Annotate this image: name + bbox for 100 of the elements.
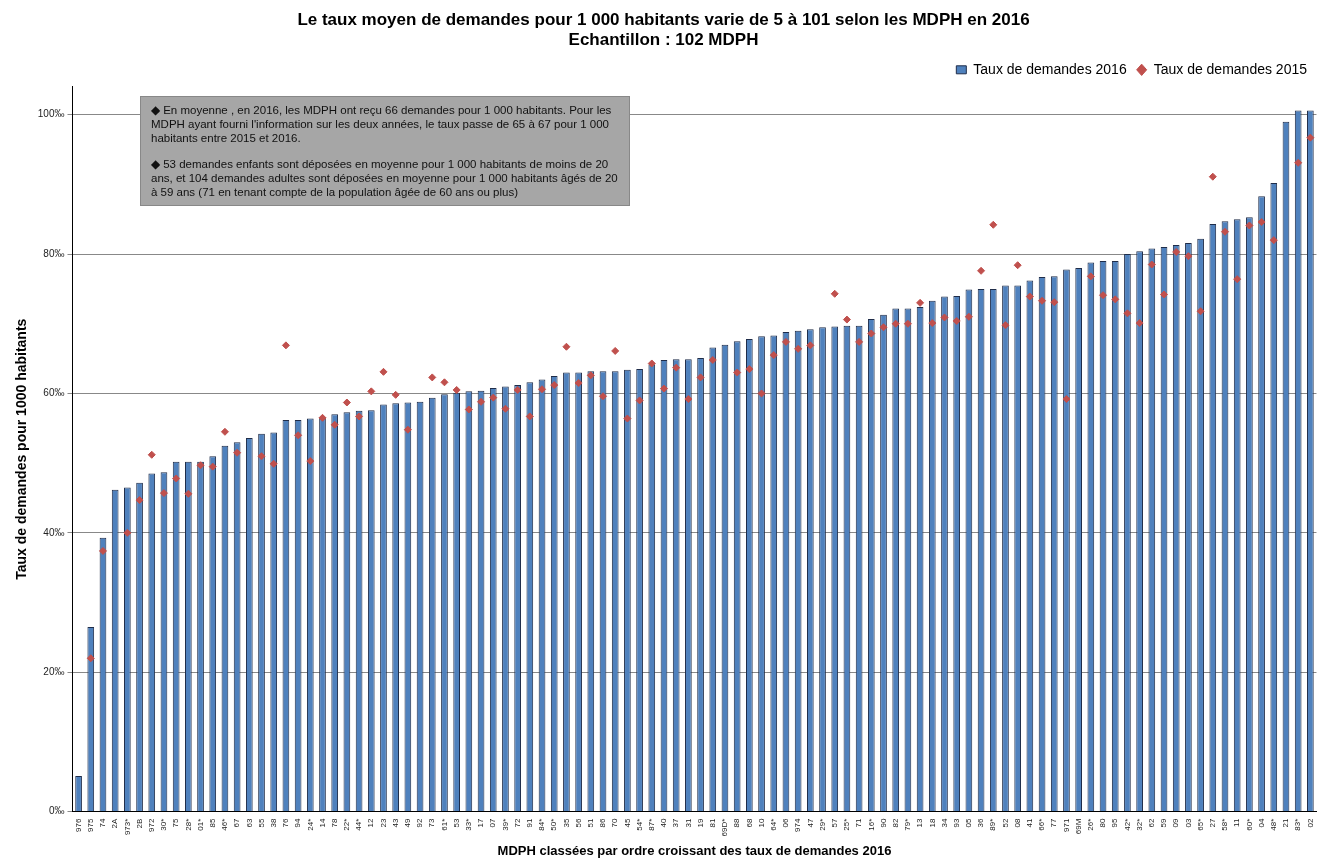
x-tick-label: 28* (183, 818, 193, 831)
x-tick-label: 972 (146, 818, 156, 832)
chart-subtitle: Echantillon : 102 MDPH (568, 30, 759, 50)
x-tick-label: 78 (329, 818, 339, 828)
x-tick-label: 23 (378, 818, 388, 828)
x-tick-label: 84* (537, 818, 547, 831)
x-tick-label: 12 (366, 818, 376, 828)
y-tick-label: 80‰ (43, 247, 65, 259)
x-tick-label: 52 (1000, 818, 1010, 828)
x-tick-label: 24* (305, 818, 315, 831)
legend-label: Taux de demandes 2015 (1153, 60, 1308, 77)
x-tick-label: 08 (1012, 818, 1022, 828)
x-tick-label: 31 (683, 818, 693, 828)
x-tick-label: 95 (1110, 818, 1120, 828)
x-tick-label: 16* (866, 818, 876, 831)
x-tick-label: 88 (732, 818, 742, 828)
x-tick-label: 80 (1098, 818, 1108, 828)
y-tick-label: 20‰ (43, 665, 65, 677)
x-tick-label: 13 (915, 818, 925, 828)
x-tick-label: 36 (976, 818, 986, 828)
x-tick-label: 22* (342, 818, 352, 831)
x-tick-label: 37 (671, 818, 681, 828)
x-tick-label: 14 (317, 818, 327, 828)
x-tick-label: 49 (403, 818, 413, 828)
x-tick-label: 32* (1134, 818, 1144, 831)
x-tick-label: 40 (659, 818, 669, 828)
x-tick-label: 973* (122, 818, 132, 836)
x-tick-label: 61* (439, 818, 449, 831)
x-tick-label: 48* (1268, 818, 1278, 831)
x-tick-label: 09 (1171, 818, 1181, 828)
x-tick-label: 85 (207, 818, 217, 828)
x-tick-label: 63 (244, 818, 254, 828)
x-tick-label: 65* (1195, 818, 1205, 831)
x-tick-label: 83* (1293, 818, 1303, 831)
chart-title: Le taux moyen de demandes pour 1 000 habitants varie de 5 à 101 selon les MDPH en 2016 (297, 9, 1030, 29)
x-tick-label: 51 (586, 818, 596, 828)
y-tick-label: 100‰ (37, 108, 65, 120)
x-tick-label: 70 (610, 818, 620, 828)
x-tick-label: 64* (768, 818, 778, 831)
annotation: ◆ En moyenne , en 2016, les MDPH ont reçu 66 demandes pour 1 000 habitants. Pour les MDPH ayant fourni l'information sur les deux années, le taux passe de 65 à 67 pour 1 000 habitants entre 2015 et 2016. (151, 103, 613, 145)
x-tick-label: 974 (793, 818, 803, 832)
x-tick-label: 91 (525, 818, 535, 828)
annotation: ◆ 53 demandes enfants sont déposées en moyenne pour 1 000 habitants de moins de 20 ans, et 104 demandes adultes sont déposées en moyenne pour 1 000 habitants âgés de 20 à 59 ans (71 en tenant compte de la population âgée de 60 ans ou plus) (151, 157, 619, 199)
x-tick-label: 43 (390, 818, 400, 828)
x-tick-label: 54* (634, 818, 644, 831)
x-tick-label: 975 (85, 818, 95, 832)
x-tick-label: 10 (756, 818, 766, 828)
x-tick-label: 56 (573, 818, 583, 828)
x-tick-label: 39* (500, 818, 510, 831)
x-tick-label: 60* (1244, 818, 1254, 831)
x-tick-label: 976 (73, 818, 83, 832)
x-tick-label: 68 (744, 818, 754, 828)
x-tick-label: 75 (171, 818, 181, 828)
x-tick-label: 07 (488, 818, 498, 828)
x-tick-label: 35 (561, 818, 571, 828)
x-tick-label: 11 (1232, 818, 1242, 827)
x-tick-label: 2A (110, 817, 120, 829)
legend-label: Taux de demandes 2016 (973, 60, 1127, 77)
x-tick-label: 69D* (720, 818, 730, 837)
x-tick-label: 62 (1147, 818, 1157, 828)
x-tick-label: 66* (1037, 818, 1047, 831)
x-tick-label: 73 (427, 818, 437, 828)
x-tick-label: 18 (927, 818, 937, 828)
x-tick-label: 33* (464, 818, 474, 831)
x-tick-label: 67 (232, 818, 242, 828)
x-tick-label: 86 (598, 818, 608, 828)
x-tick-label: 57 (829, 818, 839, 828)
y-axis-title: Taux de demandes pour 1000 habitants (13, 318, 30, 580)
x-tick-label: 90 (878, 818, 888, 828)
x-tick-label: 25* (842, 818, 852, 831)
x-tick-label: 58* (1220, 818, 1230, 831)
x-tick-label: 93 (951, 818, 961, 828)
x-tick-label: 53 (451, 818, 461, 828)
x-tick-label: 94 (293, 818, 303, 828)
x-tick-label: 74 (98, 818, 108, 828)
x-tick-label: 26* (1086, 818, 1096, 831)
x-tick-label: 72 (512, 818, 522, 828)
x-tick-label: 27 (1208, 818, 1218, 828)
x-tick-label: 45 (622, 818, 632, 828)
x-tick-label: 46* (220, 818, 230, 831)
x-tick-label: 47 (805, 818, 815, 828)
x-tick-label: 04 (1256, 818, 1266, 828)
y-tick-label: 40‰ (43, 526, 65, 538)
x-tick-label: 41 (1025, 818, 1035, 828)
x-tick-label: 87* (646, 818, 656, 831)
x-tick-label: 17 (476, 818, 486, 828)
x-tick-label: 05 (964, 818, 974, 828)
x-tick-label: 06 (781, 818, 791, 828)
x-tick-label: 50* (549, 818, 559, 831)
x-tick-label: 19 (695, 818, 705, 828)
x-tick-label: 42* (1122, 818, 1132, 831)
x-tick-label: 971 (1061, 818, 1071, 832)
x-tick-label: 81 (707, 818, 717, 828)
x-tick-label: 29* (817, 818, 827, 831)
y-tick-label: 0‰ (48, 805, 65, 817)
y-tick-label: 60‰ (43, 387, 65, 399)
x-tick-label: 76 (281, 818, 291, 828)
x-tick-label: 44* (354, 818, 364, 831)
x-tick-label: 79* (903, 818, 913, 831)
x-tick-label: 55 (256, 818, 266, 828)
